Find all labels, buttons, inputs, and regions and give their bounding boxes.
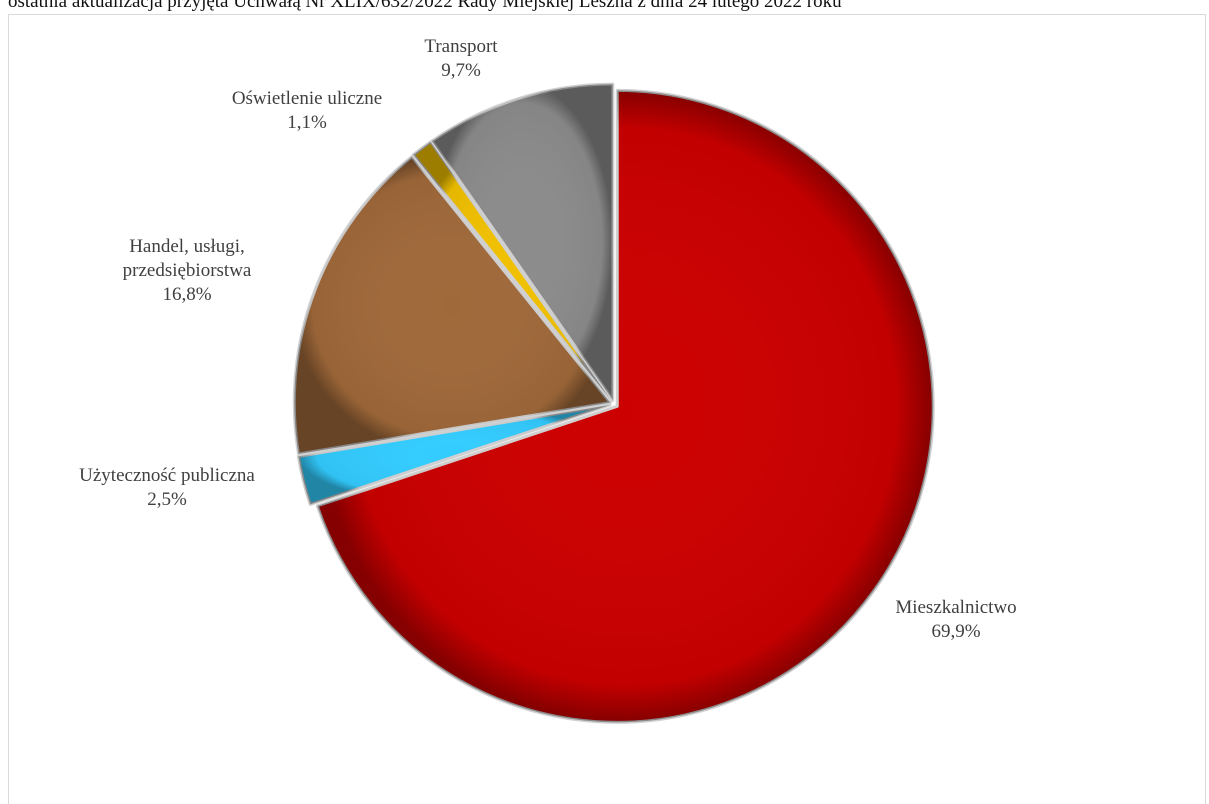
- slice-name-label: przedsiębiorstwa: [123, 260, 252, 281]
- slice-name-label: Mieszkalnictwo: [895, 597, 1016, 618]
- slice-value-label: 16,8%: [162, 284, 211, 305]
- pie-slice-uzytecznosc-publiczna: [296, 403, 612, 506]
- slice-label-oswietlenie-uliczne: Oświetlenie uliczne 1,1%: [232, 88, 382, 133]
- slice-value-label: 1,1%: [287, 112, 327, 133]
- pie-slice-shading: [413, 141, 612, 401]
- pie-labels: Mieszkalnictwo 69,9% Użyteczność publiczna…: [79, 36, 1017, 642]
- pie-slices: [292, 82, 935, 724]
- slice-name-label: Użyteczność publiczna: [79, 465, 255, 486]
- slice-label-mieszkalnictwo: Mieszkalnictwo 69,9%: [895, 597, 1016, 642]
- pie-slice-shading: [317, 90, 934, 723]
- slice-value-label: 69,9%: [931, 621, 980, 642]
- pie-slice-shading: [298, 404, 611, 505]
- slice-label-uzytecznosc-publiczna: Użyteczność publiczna 2,5%: [79, 465, 255, 510]
- pie-slice-transport: [430, 82, 615, 402]
- slice-name-label: Transport: [424, 36, 498, 57]
- slice-name-label: Oświetlenie uliczne: [232, 88, 382, 109]
- chart-frame: [8, 14, 1206, 804]
- slice-label-handel-uslugi-przedsiebiorstwa: Handel, usługi, przedsiębiorstwa 16,8%: [123, 236, 252, 305]
- pie-slice-handel-uslugi-przedsiebiorstwa: [292, 155, 612, 456]
- slice-value-label: 9,7%: [441, 60, 481, 81]
- figure-caption: ostatnia aktualizacja przyjęta Uchwałą N…: [8, 0, 842, 12]
- slice-name-label: Handel, usługi,: [129, 236, 245, 257]
- slice-label-transport: Transport 9,7%: [424, 36, 498, 81]
- pie-slice-shading: [431, 84, 613, 401]
- pie-slice-shading: [294, 156, 611, 454]
- pie-slice-mieszkalnictwo: [315, 88, 935, 724]
- slice-value-label: 2,5%: [147, 489, 187, 510]
